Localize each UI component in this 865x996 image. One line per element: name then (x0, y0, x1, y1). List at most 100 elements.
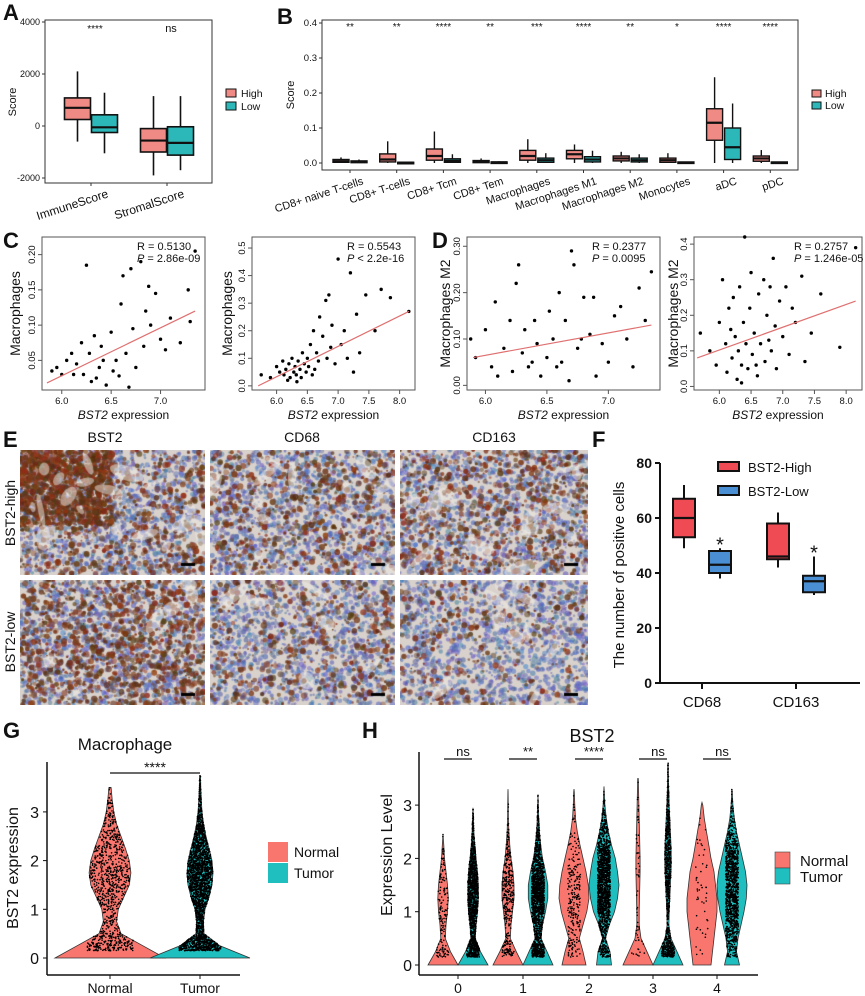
box-low (630, 154, 648, 163)
legend-swatch (811, 101, 822, 110)
y-tick-label: 3 (30, 805, 39, 822)
cell-dot (116, 853, 118, 855)
cell-dot (90, 861, 93, 863)
cell-dot (189, 864, 192, 867)
box-high (565, 144, 584, 163)
cell-dot (191, 851, 193, 853)
cell-dot (108, 788, 110, 791)
cell-dot (195, 840, 197, 842)
cell-dot (124, 874, 126, 876)
cell-dot (440, 876, 442, 879)
cell-dot (106, 943, 108, 946)
scatter-point (746, 366, 750, 371)
cell-dot (93, 869, 96, 872)
y-tick-label: 0.3 (679, 273, 690, 286)
cell-dot (211, 867, 213, 870)
cell-dot (207, 848, 210, 850)
cell-dot (92, 860, 94, 862)
cell-dot (101, 927, 104, 930)
cell-dot (125, 936, 128, 938)
cell-dot (112, 949, 115, 951)
cell-dot (205, 860, 208, 863)
cell-dot (188, 877, 190, 879)
cell-dot (193, 862, 196, 864)
cell-dot (208, 949, 211, 952)
cell-dot (116, 835, 119, 838)
cell-dot (120, 849, 123, 851)
scatter-point (768, 285, 772, 289)
cell-dot (99, 946, 101, 949)
cell-dot (118, 939, 121, 941)
y-tick-label: 4000 (20, 17, 40, 27)
cell-dot (200, 879, 202, 882)
cell-dot (207, 896, 209, 899)
legend-swatch (225, 101, 237, 111)
cell-dot (188, 943, 191, 945)
scatter-point (545, 355, 549, 360)
cell-dot (103, 941, 106, 944)
cell-dot (186, 871, 189, 874)
cell-dot (86, 945, 89, 948)
cell-dot (444, 948, 447, 950)
panel-label-d: D (432, 228, 448, 253)
cell-dot (98, 872, 100, 875)
scatter-point (168, 316, 173, 320)
cell-dot (109, 836, 111, 839)
cell-dot (111, 946, 114, 949)
scatter-point (510, 369, 515, 374)
cell-dot (201, 930, 203, 933)
cell-dot (113, 909, 115, 912)
cell-dot (195, 847, 198, 850)
cell-dot (119, 857, 121, 860)
scatter-point (625, 337, 629, 341)
cell-dot (191, 861, 194, 863)
cell-dot (208, 936, 210, 939)
cell-dot (126, 877, 128, 879)
cell-dot (93, 945, 95, 948)
cell-dot (115, 871, 118, 874)
significance-label: ns (165, 23, 177, 35)
x-tick-label: 6.5 (744, 396, 757, 407)
cell-dot (203, 890, 206, 892)
y-tick-label: 0.0 (237, 379, 248, 392)
cell-dot (113, 946, 115, 949)
cell-dot (106, 870, 108, 873)
cell-dot (189, 861, 192, 864)
cell-dot (194, 843, 197, 846)
cell-dot (197, 879, 200, 882)
cell-dot (196, 921, 199, 924)
box-high (332, 157, 350, 163)
cell-dot (96, 861, 98, 864)
cell-dot (194, 872, 197, 875)
scatter-point (310, 373, 314, 377)
cell-dot (179, 946, 182, 949)
cell-dot (111, 890, 114, 892)
cell-dot (201, 867, 203, 870)
cell-dot (97, 874, 100, 876)
legend-swatch (717, 485, 740, 496)
cell-dot (114, 883, 116, 886)
cell-dot (114, 844, 116, 846)
cell-dot (101, 847, 103, 849)
x-tick-label: 8.0 (393, 396, 406, 407)
cell-dot (118, 934, 120, 936)
cell-dot (200, 874, 203, 877)
cell-dot (127, 941, 130, 943)
y-tick-label: 0 (403, 958, 412, 975)
scatter-point (188, 319, 192, 324)
cell-dot (113, 912, 116, 915)
cell-dot (114, 854, 117, 856)
scatter-point (643, 318, 647, 323)
cell-dot (199, 853, 202, 856)
cell-dot (196, 873, 198, 876)
y-tick-label: 0.4 (679, 238, 690, 251)
cell-dot (109, 948, 111, 951)
cell-dot (190, 937, 192, 939)
cell-dot (195, 914, 198, 917)
scatter-point (284, 367, 288, 372)
cell-dot (199, 913, 201, 915)
scatter-point (483, 328, 488, 332)
scatter-point (104, 383, 108, 387)
cell-dot (192, 841, 195, 843)
